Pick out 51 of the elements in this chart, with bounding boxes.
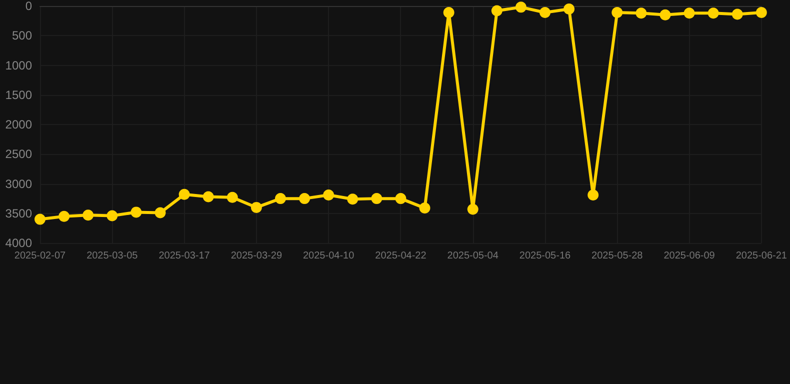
point bbox=[467, 204, 478, 215]
point bbox=[130, 206, 142, 218]
point bbox=[660, 9, 671, 20]
point bbox=[299, 193, 310, 204]
x-tick-label: 2025-03-05 bbox=[86, 250, 138, 262]
point bbox=[82, 210, 94, 221]
x-tick-label: 2025-03-17 bbox=[158, 250, 210, 262]
point bbox=[58, 210, 70, 222]
x-tick-label: 2025-04-22 bbox=[375, 250, 427, 262]
y-tick-label: 1000 bbox=[5, 58, 32, 72]
point bbox=[612, 7, 623, 18]
y-tick-label: 1500 bbox=[5, 88, 32, 102]
point bbox=[443, 7, 454, 18]
point bbox=[756, 7, 767, 18]
x-tick-label: 2025-05-04 bbox=[447, 250, 499, 262]
y-tick-label: 500 bbox=[12, 28, 32, 43]
point bbox=[323, 190, 334, 201]
y-tick-label: 0 bbox=[25, 0, 32, 13]
point bbox=[588, 190, 599, 201]
point bbox=[732, 8, 743, 20]
point bbox=[154, 207, 166, 218]
x-tick-label: 2025-06-09 bbox=[664, 250, 716, 262]
point bbox=[202, 191, 214, 202]
x-tick-label: 2025-06-21 bbox=[736, 250, 788, 262]
point bbox=[419, 202, 430, 214]
point bbox=[491, 5, 502, 16]
point bbox=[226, 192, 238, 203]
point bbox=[564, 3, 575, 14]
point bbox=[515, 2, 526, 13]
y-tick-label: 3500 bbox=[5, 206, 32, 220]
x-tick-label: 2025-03-29 bbox=[230, 250, 282, 262]
y-tick-label: 2500 bbox=[5, 147, 32, 162]
x-tick-label: 2025-05-28 bbox=[592, 250, 644, 262]
point bbox=[684, 8, 695, 19]
y-tick-label: 2000 bbox=[5, 118, 32, 132]
point bbox=[106, 210, 118, 222]
point bbox=[636, 8, 647, 19]
x-tick-label: 2025-04-10 bbox=[302, 250, 355, 262]
point bbox=[708, 8, 719, 19]
point bbox=[34, 214, 46, 225]
point bbox=[371, 193, 382, 204]
point bbox=[178, 188, 190, 200]
y-tick-label: 3000 bbox=[5, 176, 32, 191]
x-tick-label: 2025-05-16 bbox=[519, 250, 572, 262]
point bbox=[347, 194, 358, 205]
y-tick-label: 4000 bbox=[5, 236, 32, 250]
x-tick-label: 2025-02-07 bbox=[14, 250, 66, 262]
point bbox=[274, 193, 286, 204]
point bbox=[540, 7, 550, 18]
point bbox=[395, 193, 406, 204]
point bbox=[250, 202, 262, 213]
